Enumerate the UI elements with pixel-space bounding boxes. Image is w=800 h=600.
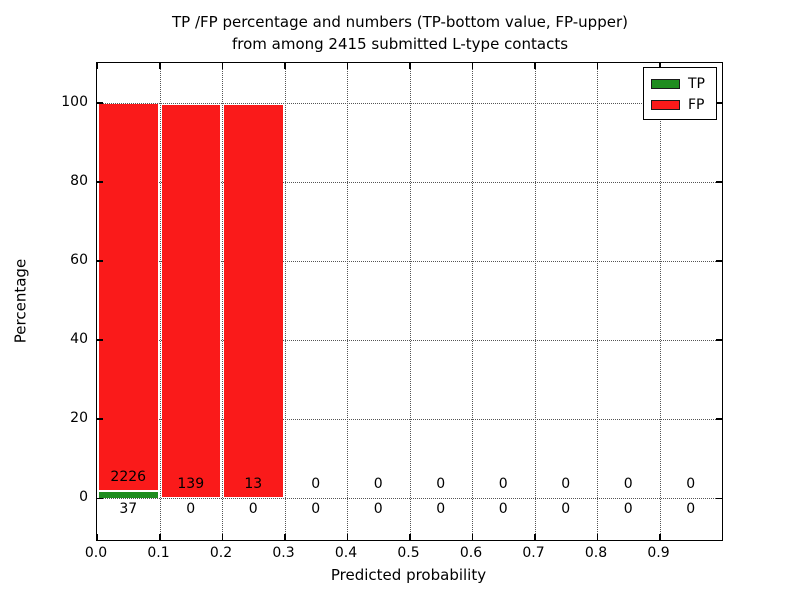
y-tick-mark <box>97 418 103 420</box>
fp-count-label: 139 <box>177 475 205 492</box>
y-axis-label: Percentage <box>11 258 30 344</box>
x-tick-mark <box>471 63 473 69</box>
legend-label: TP <box>688 75 705 92</box>
tp-count-label: 0 <box>686 500 696 517</box>
tp-count-label: 0 <box>373 500 383 517</box>
x-tick-mark <box>96 534 98 540</box>
x-tick-label: 0.0 <box>84 545 108 561</box>
x-tick-mark <box>471 534 473 540</box>
y-tick-mark <box>716 102 722 104</box>
x-tick-mark <box>284 63 286 69</box>
x-tick-label: 0.8 <box>584 545 608 561</box>
y-tick-mark <box>97 102 103 104</box>
gridline-vertical <box>534 63 536 540</box>
fp-count-label: 2226 <box>110 469 147 486</box>
y-tick-mark <box>716 339 722 341</box>
x-tick-mark <box>659 63 661 69</box>
y-tick-mark <box>97 339 103 341</box>
y-tick-mark <box>716 181 722 183</box>
x-tick-mark <box>596 534 598 540</box>
y-tick-mark <box>716 260 722 262</box>
y-tick-mark <box>716 497 722 499</box>
y-tick-label: 100 <box>61 93 88 110</box>
tp-count-label: 0 <box>561 500 571 517</box>
x-tick-mark <box>221 63 223 69</box>
fp-count-label: 0 <box>686 475 696 492</box>
legend-label: FP <box>688 96 705 113</box>
y-tick-mark <box>97 181 103 183</box>
fp-count-label: 13 <box>244 475 263 492</box>
x-tick-mark <box>159 534 161 540</box>
y-tick-label: 0 <box>79 489 88 505</box>
tp-count-label: 0 <box>248 500 258 517</box>
bar-fp <box>99 104 158 491</box>
x-tick-mark <box>659 534 661 540</box>
x-tick-mark <box>534 534 536 540</box>
y-tick-mark <box>716 418 722 420</box>
tp-count-label: 0 <box>436 500 446 517</box>
y-tick-label: 20 <box>70 409 88 426</box>
bar-fp <box>224 104 283 497</box>
fp-count-label: 0 <box>498 475 508 492</box>
x-tick-mark <box>409 534 411 540</box>
fp-count-label: 0 <box>623 475 633 492</box>
x-tick-mark <box>346 534 348 540</box>
y-tick-label: 40 <box>70 330 88 347</box>
gridline-vertical <box>284 63 286 540</box>
tp-count-label: 37 <box>119 500 138 517</box>
x-tick-label: 0.9 <box>647 545 670 561</box>
y-tick-label: 80 <box>70 172 88 189</box>
x-tick-mark <box>346 63 348 69</box>
tp-count-label: 0 <box>623 500 633 517</box>
y-tick-mark <box>97 260 103 262</box>
x-tick-mark <box>159 63 161 69</box>
chart-title-line1: TP /FP percentage and numbers (TP-bottom… <box>172 13 628 31</box>
x-tick-mark <box>96 63 98 69</box>
fp-count-label: 0 <box>373 475 383 492</box>
legend-swatch-fp <box>651 99 680 110</box>
gridline-vertical <box>659 63 661 540</box>
gridline-vertical <box>597 63 598 540</box>
gridline-vertical <box>222 63 223 540</box>
x-tick-mark <box>221 534 223 540</box>
fp-count-label: 0 <box>561 475 571 492</box>
x-tick-label: 0.1 <box>147 545 170 561</box>
x-tick-label: 0.2 <box>209 545 233 561</box>
x-tick-label: 0.7 <box>522 545 545 561</box>
plot-area: TP FP 2226 37 139 0 13 0 0 0 0 0 0 0 0 0 0 0 0 0 0 0 <box>96 62 723 541</box>
fp-count-label: 0 <box>436 475 446 492</box>
gridline-vertical <box>347 63 348 540</box>
x-tick-label: 0.5 <box>397 545 420 561</box>
y-tick-label: 60 <box>70 251 88 268</box>
x-tick-label: 0.6 <box>459 545 483 561</box>
tp-count-label: 0 <box>186 500 196 517</box>
legend-item-fp: FP <box>644 94 716 115</box>
fp-count-label: 0 <box>311 475 321 492</box>
tp-count-label: 0 <box>498 500 508 517</box>
x-tick-mark <box>284 534 286 540</box>
legend-item-tp: TP <box>644 73 716 94</box>
x-tick-mark <box>409 63 411 69</box>
legend-swatch-tp <box>651 78 680 89</box>
x-tick-mark <box>534 63 536 69</box>
x-tick-label: 0.3 <box>272 545 295 561</box>
x-tick-mark <box>596 63 598 69</box>
bar-tp <box>99 491 158 498</box>
gridline-vertical <box>409 63 411 540</box>
gridline-vertical <box>159 63 161 540</box>
chart-title-line2: from among 2415 submitted L-type contact… <box>231 35 569 53</box>
tp-count-label: 0 <box>311 500 321 517</box>
gridline-vertical <box>472 63 473 540</box>
x-tick-label: 0.4 <box>334 545 358 561</box>
legend: TP FP <box>643 67 717 120</box>
bar-fp <box>161 104 220 497</box>
y-tick-mark <box>97 497 103 499</box>
x-axis-label: Predicted probability <box>330 566 487 584</box>
